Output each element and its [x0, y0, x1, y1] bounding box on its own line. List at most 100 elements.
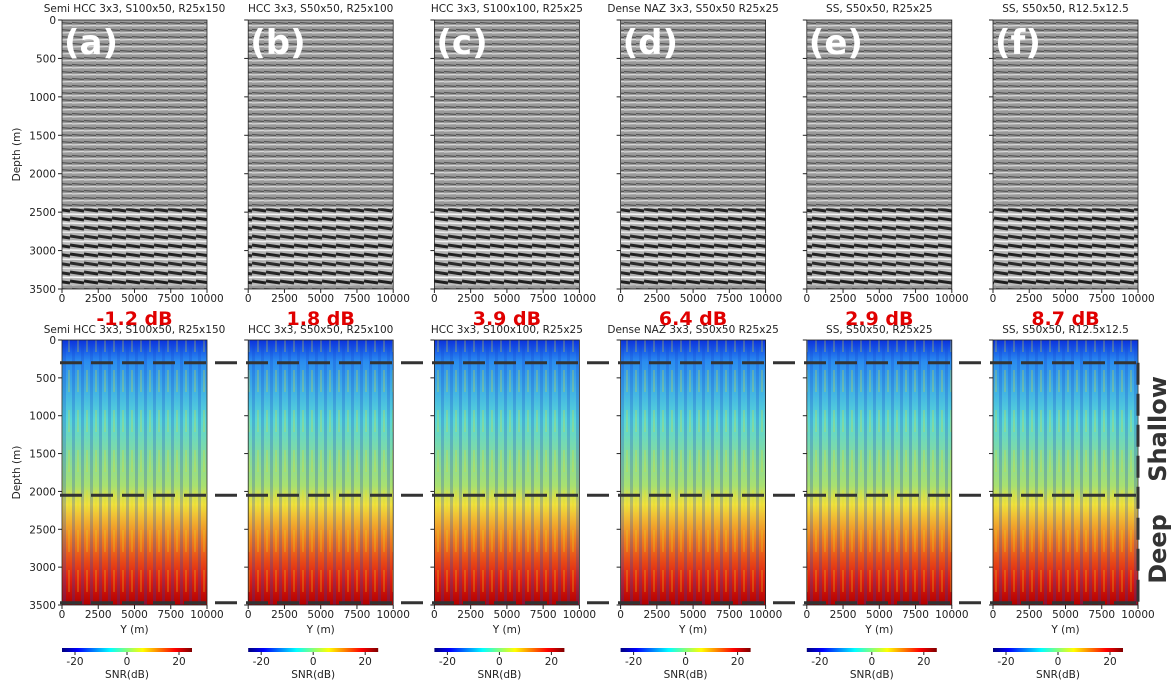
colorbar-tick-label: 20	[1103, 656, 1116, 668]
x-tick-label: 0	[990, 293, 997, 305]
colorbar-tick-label: -20	[625, 656, 642, 668]
y-tick-label: 2000	[29, 486, 56, 498]
x-tick-label: 10000	[1121, 293, 1154, 305]
y-tick-label: 1500	[29, 449, 56, 461]
colorbar-tick-label: 20	[359, 656, 372, 668]
panel-title: Semi HCC 3x3, S100x50, R25x150	[44, 324, 226, 336]
colorbar-tick-label: 20	[172, 656, 185, 668]
x-tick-label: 5000	[866, 293, 893, 305]
colorbar-tick-label: 0	[496, 656, 503, 668]
colorbar-tick-label: -20	[253, 656, 270, 668]
x-axis-label: Y (m)	[119, 624, 148, 636]
y-tick-label: 500	[36, 373, 56, 385]
panel-title: SS, S50x50, R25x25	[826, 3, 933, 15]
y-tick-label: 1000	[29, 411, 56, 423]
y-tick-label: 3000	[29, 562, 56, 574]
colorbar-label: SNR(dB)	[291, 669, 335, 681]
x-tick-label: 5000	[680, 609, 707, 621]
x-tick-label: 2500	[271, 293, 298, 305]
x-tick-label: 5000	[121, 293, 148, 305]
y-tick-label: 2500	[29, 207, 56, 219]
x-tick-label: 0	[245, 609, 252, 621]
colorbar-label: SNR(dB)	[1036, 669, 1080, 681]
y-axis-label: Depth (m)	[11, 128, 23, 182]
x-tick-label: 2500	[85, 609, 112, 621]
seismic-deep	[434, 208, 580, 286]
snr-gain: 3.9 dB	[473, 308, 541, 330]
panels: Semi HCC 3x3, S100x50, R25x150 (a) 0 2500 50…	[11, 3, 1172, 681]
seismic-deep	[993, 208, 1138, 286]
y-tick-label: 0	[49, 15, 56, 27]
colorbar-tick-label: 0	[1055, 656, 1062, 668]
panel-title: HCC 3x3, S100x100, R25x25	[431, 3, 583, 15]
x-tick-label: 0	[617, 609, 624, 621]
x-tick-label: 5000	[680, 293, 707, 305]
x-tick-label: 5000	[307, 293, 334, 305]
x-tick-label: 7500	[157, 293, 184, 305]
x-tick-label: 0	[431, 293, 438, 305]
colorbar-tick-label: 20	[917, 656, 930, 668]
x-tick-label: 10000	[935, 609, 968, 621]
panel-title: SS, S50x50, R25x25	[826, 324, 933, 336]
x-tick-label: 0	[245, 293, 252, 305]
y-tick-label: 3000	[29, 246, 56, 258]
x-tick-label: 2500	[1016, 609, 1043, 621]
y-tick-label: 0	[49, 335, 56, 347]
x-tick-label: 5000	[1052, 609, 1079, 621]
x-tick-label: 7500	[902, 293, 929, 305]
y-tick-label: 1500	[29, 130, 56, 142]
x-tick-label: 7500	[1088, 293, 1115, 305]
panel-title: Semi HCC 3x3, S100x50, R25x150	[44, 3, 226, 15]
snr-gain: 1.8 dB	[287, 308, 355, 330]
x-tick-label: 0	[617, 293, 624, 305]
x-tick-label: 5000	[307, 609, 334, 621]
x-tick-label: 2500	[830, 293, 857, 305]
snr-texture	[620, 340, 766, 605]
colorbar	[248, 648, 379, 652]
panel-title: SS, S50x50, R12.5x12.5	[1002, 3, 1129, 15]
snr-texture	[248, 340, 394, 605]
x-tick-label: 10000	[563, 609, 596, 621]
x-tick-label: 7500	[530, 609, 557, 621]
x-tick-label: 7500	[344, 609, 371, 621]
colorbar-tick-label: 0	[682, 656, 689, 668]
y-tick-label: 2000	[29, 169, 56, 181]
colorbar	[806, 648, 937, 652]
x-axis-label: Y (m)	[864, 624, 893, 636]
zone-label: Deep	[1144, 514, 1172, 584]
colorbar-tick-label: 0	[868, 656, 875, 668]
x-tick-label: 2500	[830, 609, 857, 621]
snr-gain: 6.4 dB	[659, 308, 727, 330]
x-tick-label: 7500	[716, 609, 743, 621]
y-tick-label: 3500	[29, 600, 56, 612]
x-tick-label: 5000	[494, 293, 521, 305]
panel-title: Dense NAZ 3x3, S50x50 R25x25	[607, 3, 778, 15]
x-tick-label: 0	[59, 609, 66, 621]
seismic-deep	[62, 208, 207, 286]
colorbar-label: SNR(dB)	[105, 669, 149, 681]
colorbar-label: SNR(dB)	[477, 669, 521, 681]
x-tick-label: 2500	[643, 293, 670, 305]
x-tick-label: 0	[803, 293, 810, 305]
seismic-deep	[620, 208, 766, 286]
colorbar-label: SNR(dB)	[850, 669, 894, 681]
x-tick-label: 7500	[530, 293, 557, 305]
x-tick-label: 7500	[716, 293, 743, 305]
x-tick-label: 5000	[866, 609, 893, 621]
colorbar	[993, 648, 1123, 652]
x-tick-label: 5000	[494, 609, 521, 621]
colorbar-tick-label: -20	[811, 656, 828, 668]
x-tick-label: 10000	[376, 293, 409, 305]
x-tick-label: 7500	[157, 609, 184, 621]
x-tick-label: 2500	[457, 609, 484, 621]
x-tick-label: 0	[990, 609, 997, 621]
panel-title: HCC 3x3, S50x50, R25x100	[248, 324, 393, 336]
x-tick-label: 10000	[190, 609, 223, 621]
colorbar-tick-label: 20	[545, 656, 558, 668]
colorbar-tick-label: 0	[310, 656, 317, 668]
zone-label: Shallow	[1144, 376, 1172, 482]
x-tick-label: 2500	[457, 293, 484, 305]
x-tick-label: 7500	[902, 609, 929, 621]
x-tick-label: 2500	[85, 293, 112, 305]
